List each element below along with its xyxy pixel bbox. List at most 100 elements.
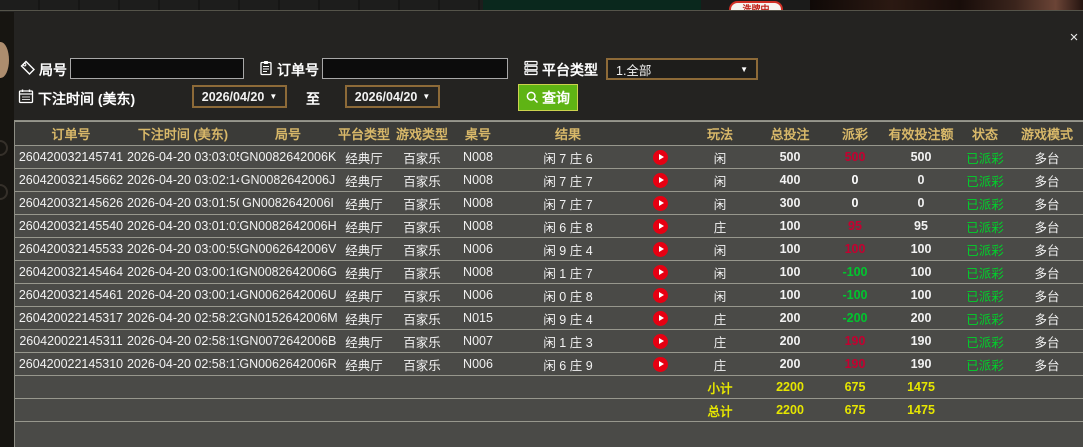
- calendar-icon: [18, 88, 34, 104]
- bet-time-label: 下注时间 (美东): [38, 91, 136, 107]
- valid-bet-cell: 0: [917, 196, 925, 210]
- result-cell: 闲 0 庄 8: [543, 289, 593, 304]
- platform-type-cell: 经典厅: [345, 335, 383, 350]
- column-header-status: 状态: [960, 121, 1010, 146]
- play-type-cell: 闲: [713, 266, 727, 281]
- game-type-cell: 百家乐: [403, 243, 441, 258]
- close-icon[interactable]: ×: [1069, 29, 1079, 46]
- replay-cell: [633, 192, 688, 215]
- order-no-cell: 260420032145464: [18, 265, 124, 279]
- empty-cell: [15, 399, 688, 422]
- round-no-label: 局号: [39, 62, 67, 78]
- table-no-cell: N008: [463, 173, 493, 187]
- total-bet-cell: 100: [779, 242, 801, 256]
- replay-cell: [633, 307, 688, 330]
- bet-row: 260420032145626 2026-04-20 03:01:50 GN0082…: [15, 191, 1083, 215]
- platform-type-cell: 经典厅: [345, 151, 383, 166]
- column-header-round-no: 局号: [239, 121, 337, 146]
- game-mode-cell: 多台: [1034, 151, 1060, 166]
- status-cell: 已派彩: [966, 174, 1004, 189]
- total-total-bet: 2200: [776, 403, 804, 417]
- order-no-cell: 260420032145540: [18, 219, 124, 233]
- total-row: 总计 2200 675 1475: [15, 398, 1083, 422]
- total-valid-bet: 1475: [907, 403, 935, 417]
- payout-cell: -100: [842, 288, 868, 302]
- game-type-cell: 百家乐: [403, 174, 441, 189]
- column-header-replay: [633, 121, 688, 146]
- bet-row: 260420022145311 2026-04-20 02:58:19 GN0072…: [15, 329, 1083, 353]
- query-button[interactable]: 查询: [518, 84, 578, 111]
- play-triangle: [659, 314, 664, 321]
- lobby-tabs-strip: [0, 0, 483, 10]
- video-replay-icon[interactable]: [653, 333, 668, 349]
- table-no-cell: N007: [463, 334, 493, 348]
- total-bet-cell: 200: [779, 311, 801, 325]
- payout-cell: 0: [851, 173, 859, 187]
- video-replay-icon[interactable]: [653, 218, 668, 234]
- play-triangle: [659, 153, 664, 160]
- replay-cell: [633, 284, 688, 307]
- round-no-cell: GN0082642006J: [240, 173, 336, 187]
- result-cell: 闲 6 庄 9: [543, 358, 593, 373]
- table-no-cell: N006: [463, 357, 493, 371]
- total-bet-cell: 100: [779, 288, 801, 302]
- video-replay-icon[interactable]: [653, 195, 668, 211]
- bet-row: 260420032145461 2026-04-20 03:00:14 GN0062…: [15, 283, 1083, 307]
- video-replay-icon[interactable]: [653, 356, 668, 372]
- platform-type-label: 平台类型: [542, 62, 598, 78]
- payout-cell: 500: [844, 150, 866, 164]
- valid-bet-cell: 100: [910, 288, 932, 302]
- video-replay-icon[interactable]: [653, 241, 668, 257]
- video-replay-icon[interactable]: [653, 264, 668, 280]
- table-no-cell: N006: [463, 242, 493, 256]
- order-no-input[interactable]: [322, 58, 508, 79]
- play-type-cell: 庄: [713, 335, 727, 350]
- bet-row: 260420032145662 2026-04-20 03:02:14 GN0082…: [15, 168, 1083, 192]
- empty-cell: [960, 399, 1010, 422]
- play-triangle: [659, 245, 664, 252]
- video-replay-icon[interactable]: [653, 149, 668, 165]
- bet-time-cell: 2026-04-20 03:00:59: [127, 242, 239, 256]
- video-replay-icon[interactable]: [653, 287, 668, 303]
- bet-time-cell: 2026-04-20 02:58:23: [127, 311, 239, 325]
- valid-bet-cell: 0: [917, 173, 925, 187]
- result-cell: 闲 9 庄 4: [543, 243, 593, 258]
- game-type-cell: 百家乐: [403, 289, 441, 304]
- play-triangle: [659, 291, 664, 298]
- valid-bet-cell: 190: [910, 334, 932, 348]
- game-type-cell: 百家乐: [403, 358, 441, 373]
- payout-cell: 0: [851, 196, 859, 210]
- platform-type-select[interactable]: 1.全部 ▼: [606, 58, 758, 80]
- platform-type-cell: 经典厅: [345, 197, 383, 212]
- round-no-input[interactable]: [70, 58, 244, 79]
- game-mode-cell: 多台: [1034, 358, 1060, 373]
- status-cell: 已派彩: [966, 335, 1004, 350]
- platform-type-cell: 经典厅: [345, 220, 383, 235]
- result-cell: 闲 7 庄 7: [543, 174, 593, 189]
- column-header-play-type: 玩法: [688, 121, 752, 146]
- status-cell: 已派彩: [966, 358, 1004, 373]
- result-cell: 闲 9 庄 4: [543, 312, 593, 327]
- date-from-select[interactable]: 2026/04/20 ▼: [192, 85, 287, 108]
- video-replay-icon[interactable]: [653, 172, 668, 188]
- bet-time-cell: 2026-04-20 03:00:14: [127, 288, 239, 302]
- video-replay-icon[interactable]: [653, 310, 668, 326]
- game-type-cell: 百家乐: [403, 266, 441, 281]
- date-to-select[interactable]: 2026/04/20 ▼: [345, 85, 440, 108]
- game-type-cell: 百家乐: [403, 312, 441, 327]
- total-label: 总计: [707, 404, 733, 419]
- game-mode-cell: 多台: [1034, 312, 1060, 327]
- play-type-cell: 闲: [713, 197, 727, 212]
- game-page-strip: 闲 和 庄 洗牌中: [0, 0, 1083, 11]
- round-no-cell: GN0082642006G: [239, 265, 337, 279]
- total-bet-cell: 500: [779, 150, 801, 164]
- status-cell: 已派彩: [966, 243, 1004, 258]
- empty-cell: [1010, 399, 1083, 422]
- replay-cell: [633, 169, 688, 192]
- date-to-value: 2026/04/20: [354, 89, 418, 104]
- table-no-cell: N008: [463, 150, 493, 164]
- result-cell: 闲 1 庄 3: [543, 335, 593, 350]
- total-bet-cell: 300: [779, 196, 801, 210]
- chevron-down-icon: ▼: [269, 92, 278, 101]
- replay-cell: [633, 330, 688, 353]
